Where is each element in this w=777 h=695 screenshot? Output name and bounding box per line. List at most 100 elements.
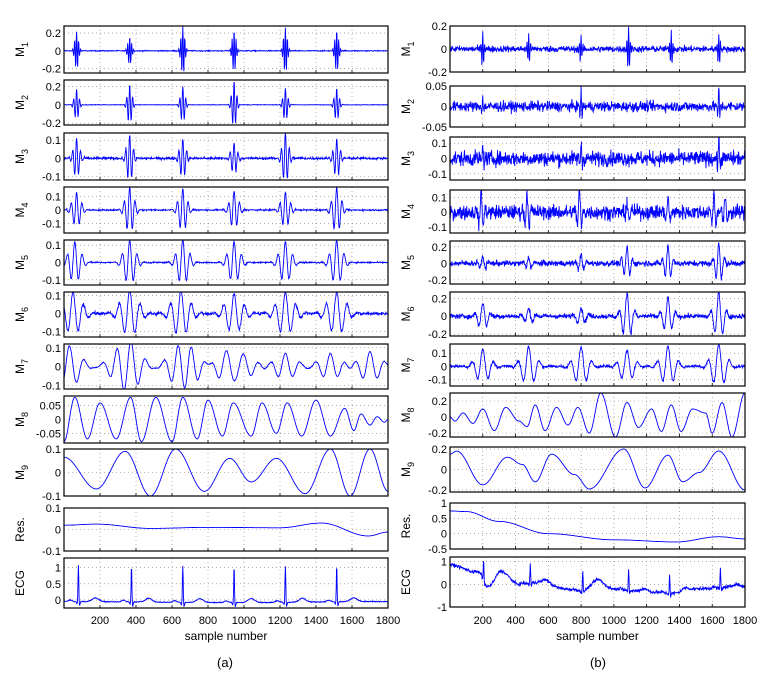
series-line [450, 137, 745, 173]
series-line [450, 242, 745, 281]
y-axis-label: M3 [399, 151, 416, 166]
x-tick-label: 1200 [634, 615, 658, 627]
panel-ecg: 1 0.5 0 ECG [13, 557, 389, 609]
series-line [64, 187, 388, 231]
y-tick-label: 0.2 [432, 444, 447, 456]
y-tick-label: 0 [55, 468, 61, 480]
y-tick-label: 0 [55, 100, 61, 112]
axes-frame [63, 186, 389, 234]
y-axis-label-main: Res. [399, 514, 413, 539]
y-axis-label-main: M [399, 467, 413, 477]
series-line [64, 565, 388, 608]
x-tick-label: 1200 [268, 615, 292, 627]
panel-m3: 0.1 0 -0.1 M3 [13, 132, 389, 183]
series-line [450, 393, 745, 437]
panel-ecg: 1 0 -1 ECG [399, 556, 746, 614]
panel-m8: 0.2 0 -0.2 M8 [399, 392, 746, 440]
panel-m4: 0.1 0 -0.1 M4 [399, 189, 746, 234]
series-line [64, 82, 388, 124]
y-tick-label: -0.1 [42, 491, 61, 503]
y-axis-label: M1 [13, 42, 30, 57]
y-axis-label: M6 [13, 307, 30, 322]
subfigure-caption: (b) [590, 655, 606, 670]
y-axis-label: M6 [399, 306, 416, 321]
y-axis-label-subscript: 8 [406, 407, 416, 412]
y-axis-label: Res. [399, 514, 413, 539]
series-line [64, 133, 388, 179]
series-line [64, 26, 388, 72]
y-tick-label: 0.05 [40, 401, 61, 413]
y-axis-label: M7 [13, 359, 30, 374]
subfigure-b: 0.20-0.2M10.050-0.05M20.10-0.1M30.10-0.1… [399, 21, 757, 670]
series-line [450, 344, 745, 384]
y-axis-label-main: M [399, 363, 413, 373]
y-tick-label: 0 [441, 465, 447, 477]
axes-frame [449, 502, 746, 550]
y-axis-label-main: Res. [13, 517, 27, 542]
y-axis-label-subscript: 9 [406, 462, 416, 467]
y-axis-label: M1 [399, 41, 416, 56]
y-tick-label: 0.2 [46, 81, 61, 93]
y-tick-label: -0.1 [428, 222, 447, 234]
y-axis-label: M5 [13, 255, 30, 270]
y-axis-label-subscript: 1 [20, 42, 30, 47]
series-line [450, 86, 745, 119]
axes-frame [449, 556, 746, 608]
y-tick-label: 0 [441, 44, 447, 56]
x-tick-label: 800 [199, 615, 217, 627]
y-tick-label: -0.2 [428, 67, 447, 79]
y-tick-label: -0.1 [42, 546, 61, 558]
y-axis-label-subscript: 4 [406, 204, 416, 209]
y-tick-label: 0.1 [46, 444, 61, 456]
y-axis-label-subscript: 5 [406, 255, 416, 260]
y-axis-label: M4 [399, 204, 416, 219]
y-tick-label: 0.5 [432, 513, 447, 525]
x-tick-label: 200 [91, 615, 109, 627]
x-tick-label: 400 [127, 615, 145, 627]
series-line [64, 344, 388, 389]
series-line [450, 292, 745, 336]
panel-m9: 0.1 0 -0.1 M9 [13, 444, 389, 503]
y-tick-label: 0 [55, 46, 61, 58]
y-tick-label: 0 [55, 415, 61, 427]
panel-m1: 0.2 0 -0.2 M1 [399, 21, 746, 79]
y-axis-label-main: M [13, 100, 27, 110]
y-axis-label-main: M [399, 47, 413, 57]
y-tick-label: 0 [441, 579, 447, 591]
y-tick-label: 0 [55, 525, 61, 537]
y-tick-label: 0.1 [432, 138, 447, 150]
panel-m2: 0.05 0 -0.05 M2 [399, 81, 746, 134]
panel-m4: 0.1 0 -0.1 M4 [13, 186, 389, 234]
y-axis-label-subscript: 7 [406, 357, 416, 362]
y-axis-label: M4 [13, 202, 30, 217]
panel-m8: 0.05 0-0.05 M8 [13, 395, 389, 444]
y-axis-label-subscript: 9 [20, 465, 30, 470]
y-tick-label: 0 [55, 258, 61, 270]
y-tick-label: -0.1 [428, 374, 447, 386]
y-tick-label: 1 [441, 557, 447, 569]
y-axis-label-main: M [399, 260, 413, 270]
x-tick-label: 800 [572, 615, 590, 627]
y-tick-label: 0.1 [432, 192, 447, 204]
axes-frame [63, 395, 389, 444]
y-tick-label: 0 [55, 153, 61, 165]
axes-frame [63, 239, 389, 286]
axes-frame [63, 507, 389, 552]
y-tick-label: 0.05 [426, 81, 447, 93]
axes-frame [63, 557, 389, 609]
panel-m3: 0.1 0 -0.1 M3 [399, 136, 746, 181]
y-tick-label: 0.2 [432, 242, 447, 254]
subfigure-a: 0.20-0.2M10.20-0.2M20.10-0.1M30.10-0.1M4… [13, 25, 400, 670]
y-axis-label-subscript: 6 [406, 306, 416, 311]
series-line [64, 522, 388, 537]
y-tick-label: 0.1 [46, 291, 61, 303]
y-axis-label-main: ECG [399, 569, 413, 595]
y-tick-label: -0.1 [42, 171, 61, 183]
axes-frame [449, 240, 746, 285]
subfigure-caption: (a) [217, 655, 233, 670]
y-axis-label-main: M [13, 364, 27, 374]
y-tick-label: 0 [441, 207, 447, 219]
y-tick-label: 0.2 [432, 396, 447, 408]
panel-m5: 0.1 0 -0.1 M5 [13, 239, 389, 287]
y-tick-label: 0.1 [46, 503, 61, 515]
